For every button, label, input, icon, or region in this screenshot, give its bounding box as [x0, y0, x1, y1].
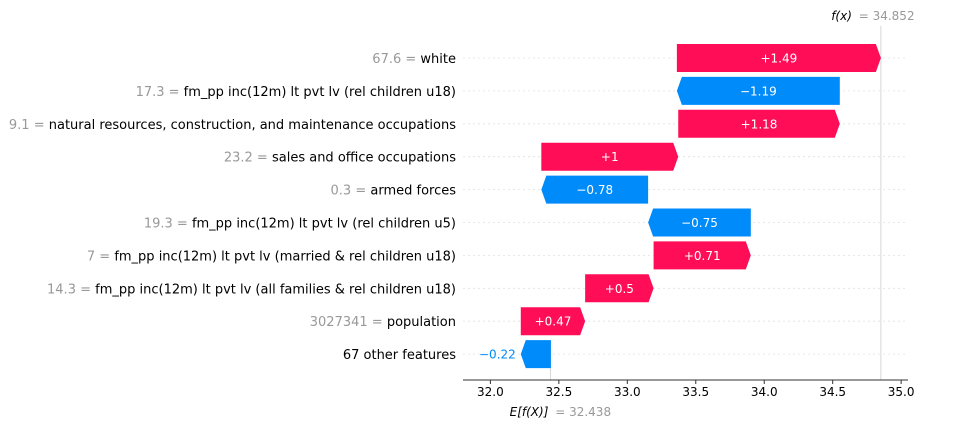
feature-label: 0.3 = armed forces	[331, 183, 457, 198]
feature-name: fm_pp inc(12m) lt pvt lv (rel children u…	[184, 84, 456, 99]
fx-value: = 34.852	[859, 9, 915, 23]
x-tick-label: 33.0	[614, 385, 641, 399]
bar-value-label: +1.18	[741, 117, 778, 131]
x-axis: 32.0 32.5 33.0 33.5 34.0 34.5 35.0	[463, 379, 915, 399]
bar-value-label: −0.78	[576, 183, 613, 197]
efx-value: = 32.438	[555, 405, 611, 419]
feature-name: population	[387, 315, 456, 330]
feature-bar	[648, 208, 751, 237]
x-tick-label: 32.5	[545, 385, 572, 399]
feature-bars: +1.49 −1.19 +1.18 +1 −0.78 −0.75 +0.71 +0.5 +0.4…	[479, 44, 881, 369]
feature-label: 9.1 = natural resources, construction, a…	[9, 117, 456, 132]
x-tick-label: 33.5	[682, 385, 709, 399]
feature-name: natural resources, construction, and mai…	[49, 117, 456, 132]
feature-value: 23.2 =	[224, 150, 272, 165]
feature-label: 7 = fm_pp inc(12m) lt pvt lv (married & …	[87, 249, 456, 264]
feature-name: sales and office occupations	[272, 150, 456, 165]
feature-name: 67 other features	[343, 348, 456, 363]
x-tick-label: 32.0	[477, 385, 504, 399]
feature-value: 14.3 =	[47, 282, 95, 297]
feature-label: 19.3 = fm_pp inc(12m) lt pvt lv (rel chi…	[144, 216, 456, 231]
feature-value: 7 =	[87, 249, 114, 264]
feature-value: 9.1 =	[9, 117, 49, 132]
bar-value-label: −0.75	[681, 216, 718, 230]
feature-label: 23.2 = sales and office occupations	[224, 150, 456, 165]
feature-value: 67.6 =	[372, 52, 420, 67]
feature-value: 3027341 =	[310, 315, 387, 330]
feature-label: 67 other features	[343, 348, 456, 363]
feature-bar	[585, 274, 654, 303]
feature-bar	[541, 175, 649, 204]
feature-bar	[520, 307, 586, 336]
fx-annotation: f(x) = 34.852	[831, 9, 914, 23]
x-tick-label: 35.0	[888, 385, 915, 399]
x-tick-label: 34.5	[819, 385, 846, 399]
bar-value-label: +0.47	[535, 315, 572, 329]
feature-bar	[541, 142, 679, 171]
feature-bar	[676, 44, 881, 72]
bar-value-label: −1.19	[740, 84, 777, 98]
feature-name: fm_pp inc(12m) lt pvt lv (married & rel …	[114, 249, 456, 264]
feature-label: 67.6 = white	[372, 52, 456, 67]
feature-label: 14.3 = fm_pp inc(12m) lt pvt lv (all fam…	[47, 282, 456, 297]
feature-value: 19.3 =	[144, 216, 192, 231]
bar-value-label: +0.5	[605, 282, 634, 296]
feature-name: armed forces	[370, 183, 456, 198]
efx-annotation: E[f(X)] = 32.438	[510, 405, 611, 419]
bar-value-label: +1	[601, 150, 619, 164]
x-tick-label: 34.0	[751, 385, 778, 399]
feature-value: 0.3 =	[331, 183, 371, 198]
fx-label: f(x)	[831, 9, 852, 23]
feature-bar	[520, 340, 551, 369]
feature-label: 17.3 = fm_pp inc(12m) lt pvt lv (rel chi…	[136, 84, 456, 99]
feature-name: fm_pp inc(12m) lt pvt lv (all families &…	[95, 282, 456, 297]
feature-bar	[653, 241, 751, 270]
efx-label: E[f(X)]	[510, 405, 549, 419]
bar-value-label: −0.22	[479, 348, 516, 362]
feature-labels: 67.6 = white 17.3 = fm_pp inc(12m) lt pvt…	[9, 52, 456, 363]
feature-value: 17.3 =	[136, 84, 184, 99]
bar-value-label: +1.49	[760, 52, 797, 66]
bar-value-label: +0.71	[684, 249, 721, 263]
feature-bar	[678, 109, 840, 138]
feature-name: white	[420, 52, 456, 67]
feature-label: 3027341 = population	[310, 315, 456, 330]
feature-name: fm_pp inc(12m) lt pvt lv (rel children u…	[192, 216, 456, 231]
feature-bar	[676, 76, 840, 105]
